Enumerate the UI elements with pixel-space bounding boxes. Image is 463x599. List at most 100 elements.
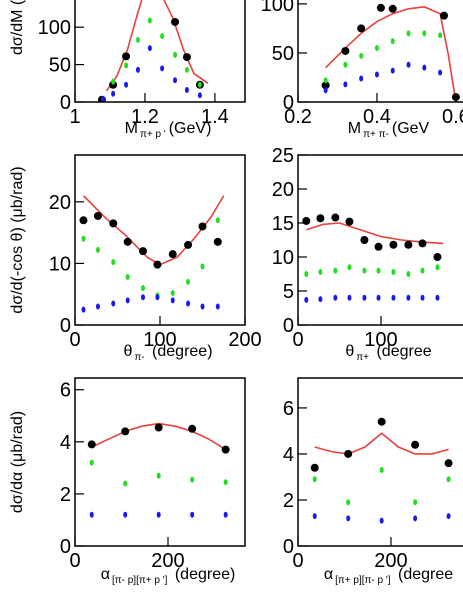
data-point	[376, 3, 385, 12]
x-axis-label: θ π+ (degree	[345, 343, 431, 363]
data-point	[198, 222, 207, 231]
data-point	[376, 294, 381, 301]
data-point	[433, 253, 442, 261]
data-point	[438, 32, 443, 39]
plot-area	[87, 422, 230, 518]
data-point	[347, 294, 352, 301]
x-tick-label: 0.2	[284, 106, 312, 128]
x-label-main: θ	[123, 343, 132, 360]
data-point	[347, 264, 352, 271]
data-point	[190, 476, 195, 483]
data-point	[135, 66, 140, 73]
x-tick-label: 1	[69, 106, 80, 128]
y-tick-label: 6	[60, 380, 71, 402]
data-point	[170, 289, 175, 296]
data-point	[359, 75, 364, 82]
y-tick-label: 4	[60, 432, 71, 454]
model-curve	[105, 0, 209, 92]
data-point	[359, 52, 364, 59]
data-point	[81, 235, 86, 242]
frame	[74, 0, 246, 103]
data-point	[343, 81, 348, 88]
y-tick-label: 25	[272, 145, 294, 167]
x-tick-label: 1.4	[201, 106, 229, 128]
x-label-sub: π+ π-	[363, 129, 389, 140]
model-curve	[314, 432, 449, 455]
y-tick-label: 2	[283, 490, 294, 512]
x-label-main: α	[101, 566, 110, 583]
data-point	[360, 236, 369, 244]
data-point	[135, 36, 140, 43]
data-point	[346, 499, 351, 506]
y-axis-label: dσ/dα (μb/rad)	[9, 411, 26, 513]
y-tick-label: 6	[283, 398, 294, 420]
data-point	[111, 259, 116, 266]
data-point	[420, 294, 425, 301]
x-axis-label: α [π- p][π+ p '] (degree)	[101, 566, 236, 586]
data-point	[318, 296, 323, 303]
data-point	[435, 264, 440, 271]
y-axis-label: dσ/dM (	[9, 0, 26, 55]
data-point	[391, 294, 396, 301]
y-tick-label: 50	[49, 55, 71, 77]
data-point	[379, 517, 384, 524]
data-point	[93, 211, 102, 220]
data-point	[111, 90, 116, 97]
data-point	[141, 285, 145, 292]
data-point	[95, 303, 100, 310]
data-point	[111, 78, 116, 85]
data-point	[362, 294, 367, 301]
data-point	[122, 52, 131, 61]
data-point	[160, 65, 165, 72]
data-point	[111, 300, 116, 307]
data-point	[374, 242, 383, 251]
data-point	[323, 87, 328, 94]
y-axis-label: dσ/d(-cos θ) (μb/rad)	[9, 166, 26, 313]
x-tick-label: 0	[292, 329, 303, 351]
data-point	[182, 53, 191, 62]
data-point	[184, 87, 189, 94]
data-point	[153, 260, 162, 269]
data-point	[173, 77, 178, 84]
data-point	[404, 240, 413, 249]
frame	[74, 377, 246, 547]
x-label-main: M	[348, 120, 361, 137]
data-point	[333, 294, 338, 301]
data-point	[100, 96, 105, 102]
frame	[297, 154, 463, 326]
x-label-unit: (degree	[394, 566, 454, 583]
data-point	[184, 66, 189, 73]
data-point	[121, 427, 130, 436]
data-point	[321, 81, 330, 90]
data-point	[188, 424, 197, 433]
frame	[297, 0, 463, 103]
data-point	[312, 476, 317, 483]
x-tick-label: 200	[228, 329, 261, 351]
y-tick-label: 15	[272, 213, 294, 235]
data-point	[124, 62, 129, 69]
data-point	[345, 217, 354, 226]
data-point	[89, 511, 94, 518]
y-tick-label: 10	[272, 247, 294, 269]
data-point	[440, 11, 449, 20]
data-point	[411, 440, 420, 449]
y-tick-label: 100	[261, 0, 294, 16]
data-point	[123, 480, 128, 487]
data-point	[374, 71, 379, 78]
x-tick-label: 100	[364, 329, 397, 351]
x-label-unit: (degree	[372, 343, 432, 360]
plot-area	[310, 417, 453, 524]
x-label-sub: π-	[134, 352, 144, 363]
data-point	[344, 449, 353, 458]
plot-area	[302, 213, 444, 303]
data-point	[331, 213, 340, 222]
data-point	[343, 61, 348, 68]
data-point	[357, 24, 366, 33]
x-tick-label: 0	[69, 329, 80, 351]
y-tick-label: 0	[283, 92, 294, 114]
x-tick-label: 100	[143, 329, 176, 351]
data-point	[109, 219, 118, 228]
data-point	[197, 92, 202, 99]
data-point	[304, 296, 309, 303]
x-label-unit: (degree)	[148, 343, 213, 360]
